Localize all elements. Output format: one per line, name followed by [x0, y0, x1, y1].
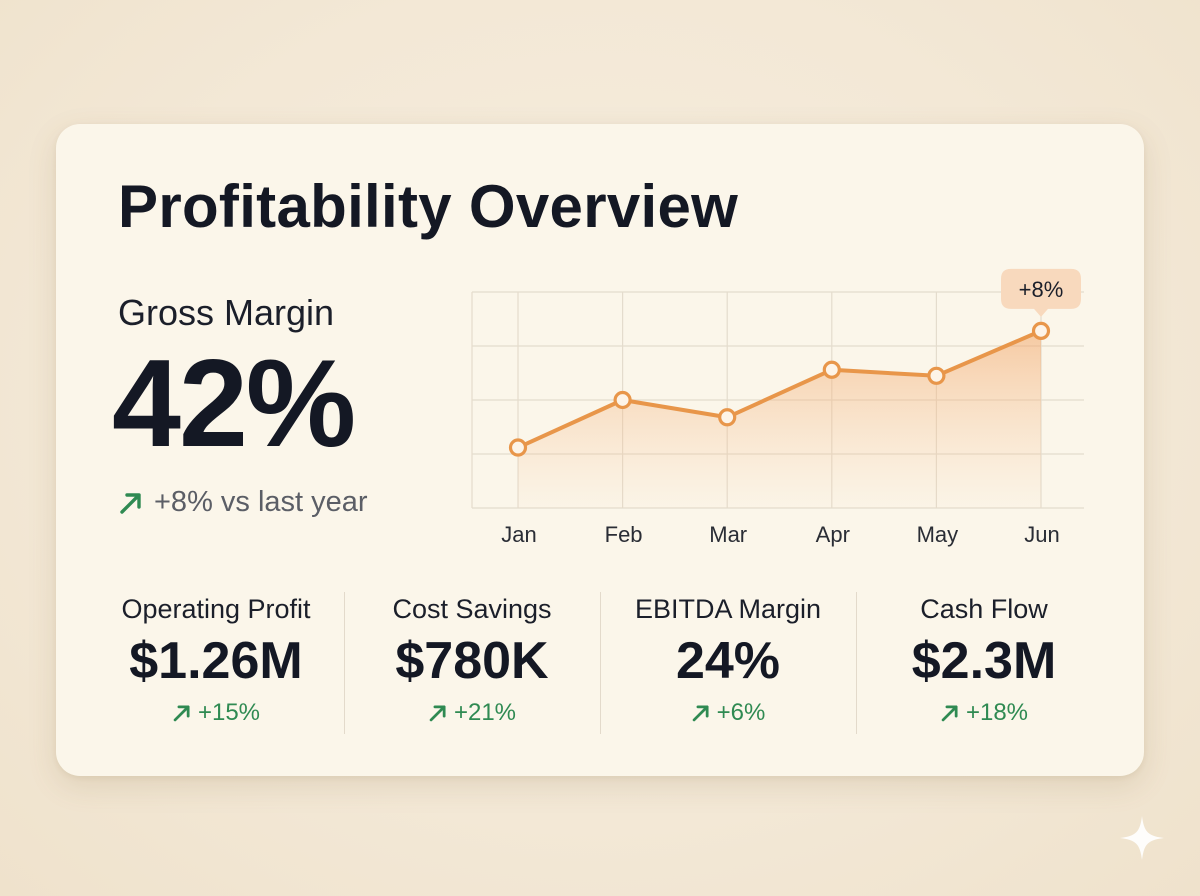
arrow-up-right-icon	[428, 703, 448, 723]
arrow-up-right-icon	[118, 490, 144, 516]
kpi-change-value: +6%	[716, 699, 766, 726]
data-point-may	[927, 366, 946, 385]
arrow-up-right-icon	[691, 703, 711, 723]
callout-bubble	[1001, 268, 1081, 317]
kpi-change-value: +21%	[453, 699, 517, 726]
data-point-feb	[613, 390, 632, 410]
kpi-label: Cost Savings	[392, 594, 552, 624]
gross-margin-trend: +8% vs last year	[118, 486, 368, 519]
x-tick-label: Jan	[501, 522, 536, 547]
data-point-jun	[1031, 321, 1051, 340]
kpi-value: $780K	[395, 632, 549, 690]
gross-margin-change: +8% vs last year	[154, 486, 368, 518]
profitability-card: Profitability Overview Gross Margin 42% …	[56, 124, 1144, 776]
data-point-jan	[508, 438, 528, 457]
sparkle-icon	[1120, 816, 1164, 860]
arrow-up-right-icon	[172, 703, 192, 723]
page-title: Profitability Overview	[118, 173, 739, 240]
kpi-cash-flow: Cash Flow $2.3M +18%	[856, 588, 1112, 738]
kpi-change: +18%	[940, 699, 1028, 727]
series-area	[518, 330, 1041, 508]
x-tick-label: Feb	[605, 522, 643, 547]
kpi-value: $2.3M	[911, 632, 1057, 690]
kpi-label: Operating Profit	[121, 594, 311, 624]
x-tick-label: Jun	[1024, 522, 1059, 547]
arrow-up-right-icon	[940, 703, 960, 723]
kpi-label: Cash Flow	[920, 594, 1048, 624]
kpi-operating-profit: Operating Profit $1.26M +15%	[88, 588, 344, 738]
data-point-apr	[822, 360, 841, 379]
kpi-cost-savings: Cost Savings $780K +21%	[344, 588, 600, 738]
series-line	[516, 328, 1043, 450]
kpi-row: Operating Profit $1.26M +15% Cost Saving…	[88, 588, 1112, 738]
kpi-change: +15%	[172, 699, 260, 727]
kpi-value: $1.26M	[129, 632, 303, 690]
gross-margin-value: 42%	[112, 335, 356, 473]
kpi-ebitda-margin: EBITDA Margin 24% +6%	[600, 588, 856, 738]
kpi-label: EBITDA Margin	[634, 594, 822, 624]
kpi-change-value: +18%	[965, 699, 1029, 726]
x-tick-label: May	[917, 522, 959, 547]
gross-margin-label: Gross Margin	[118, 292, 335, 333]
gross-margin-chart: Jan Feb Mar Apr May Jun +8%	[471, 268, 1084, 547]
x-tick-label: Apr	[816, 522, 850, 547]
kpi-change-value: +15%	[197, 699, 261, 726]
callout-label: +8%	[1019, 277, 1064, 302]
kpi-change: +21%	[428, 699, 516, 727]
x-tick-label: Mar	[709, 522, 747, 547]
kpi-change: +6%	[691, 699, 766, 727]
data-point-mar	[718, 408, 737, 427]
kpi-value: 24%	[675, 632, 781, 690]
